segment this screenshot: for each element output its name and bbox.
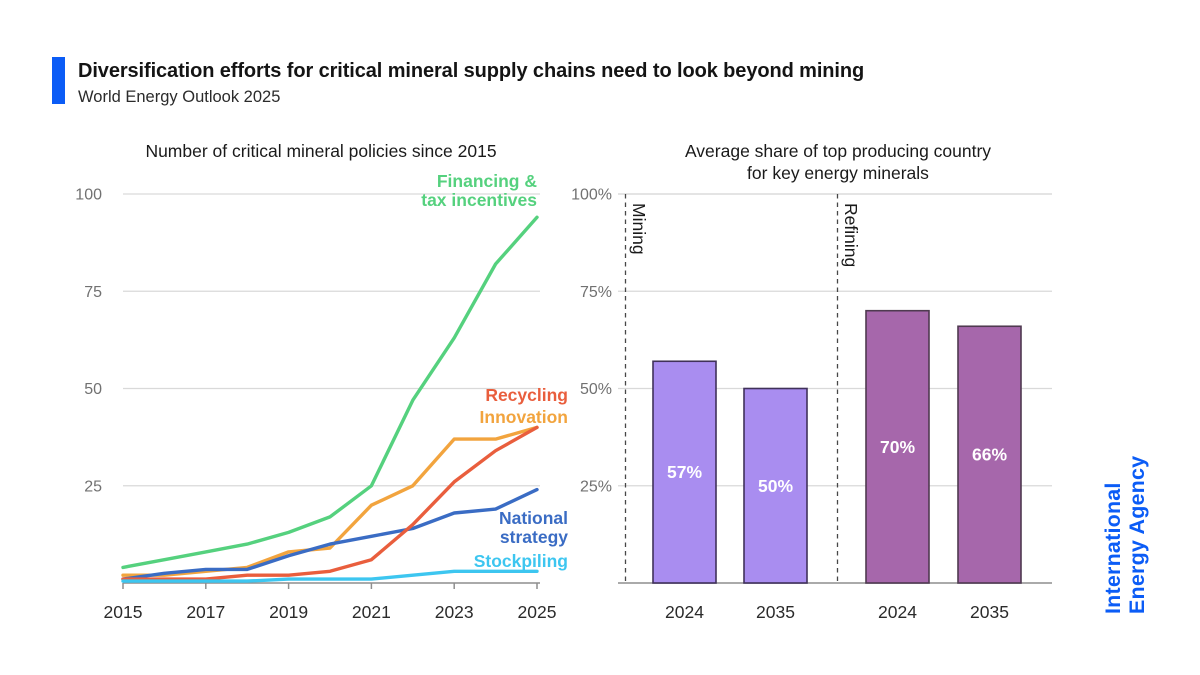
series-line-innovation [121, 425, 539, 577]
iea-wordmark: International Energy Agency [1101, 456, 1149, 614]
x-tick-label: 2015 [104, 602, 143, 622]
bar-refining-2024 [865, 309, 930, 584]
series-label-financing-tax-incentives: Financing & [437, 171, 538, 191]
y-tick-label: 50 [84, 381, 102, 398]
y-tick-label: 75 [84, 284, 102, 301]
iea-wordmark-line1: International [1101, 482, 1125, 614]
bar-value-label: 66% [972, 445, 1007, 465]
series-line-financing-tax-incentives [121, 215, 539, 570]
iea-wordmark-line2: Energy Agency [1125, 455, 1150, 614]
y-tick-label: 25% [580, 478, 612, 495]
bar-refining-2035 [957, 325, 1022, 584]
x-tick-label: 2025 [518, 602, 557, 622]
y-tick-label: 25 [84, 478, 102, 495]
bar-x-label: 2035 [970, 602, 1009, 622]
page-title: Diversification efforts for critical min… [78, 60, 865, 82]
series-line-stockpiling [121, 569, 539, 583]
x-tick-label: 2017 [186, 602, 225, 622]
bar-chart-title: for key energy minerals [747, 163, 929, 183]
bar-value-label: 70% [880, 437, 915, 457]
bar-value-label: 57% [667, 462, 702, 482]
page-subtitle: World Energy Outlook 2025 [78, 88, 281, 106]
series-label-stockpiling: Stockpiling [474, 551, 568, 571]
bar-mining-2035 [743, 387, 808, 584]
line-chart-title: Number of critical mineral policies sinc… [145, 141, 496, 161]
bar-x-label: 2035 [756, 602, 795, 622]
series-label-national-strategy: strategy [500, 527, 568, 547]
group-label-mining: Mining [629, 203, 649, 255]
series-label-national-strategy: National [499, 508, 568, 528]
group-label-refining: Refining [841, 203, 861, 267]
bar-value-label: 50% [758, 476, 793, 496]
series-line-recycling [121, 425, 539, 581]
bar-mining-2024 [652, 360, 717, 584]
series-line-national-strategy [121, 487, 539, 581]
bar-x-label: 2024 [878, 602, 917, 622]
x-tick-label: 2021 [352, 602, 391, 622]
y-tick-label: 75% [580, 284, 612, 301]
y-tick-label: 50% [580, 381, 612, 398]
bar-chart-title: Average share of top producing country [685, 141, 991, 161]
x-tick-label: 2019 [269, 602, 308, 622]
y-tick-label: 100 [75, 187, 102, 204]
y-tick-label: 100% [571, 187, 612, 204]
series-label-recycling: Recycling [485, 385, 568, 405]
series-label-innovation: Innovation [480, 407, 568, 427]
x-tick-label: 2023 [435, 602, 474, 622]
title-accent-bar [52, 57, 65, 104]
bar-x-label: 2024 [665, 602, 704, 622]
series-label-financing-tax-incentives: tax incentives [421, 190, 537, 210]
